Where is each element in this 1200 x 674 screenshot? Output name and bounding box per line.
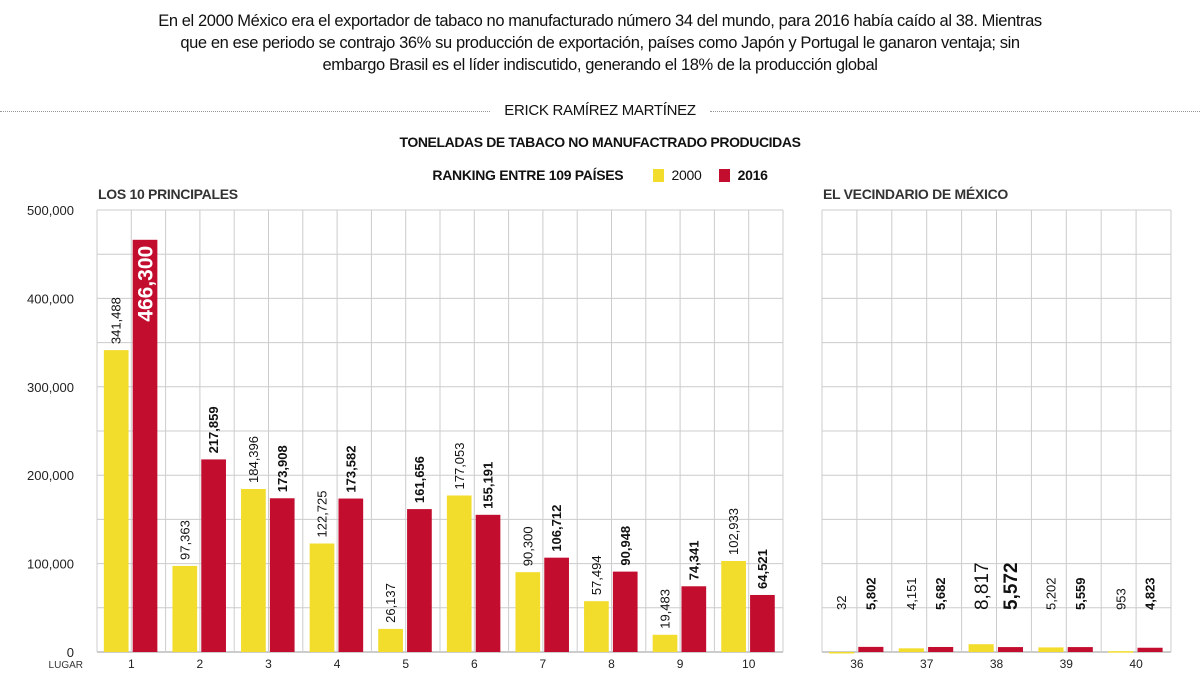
data-label: 90,300 [520,526,535,566]
intro-text: En el 2000 México era el exportador de t… [158,12,1042,74]
bar-2000 [172,565,198,652]
x-tick-label: 38 [990,657,1004,671]
bar-2000 [898,648,924,652]
data-label: 4,823 [1143,577,1158,610]
data-label: 4,151 [904,577,919,610]
data-label: 32 [834,596,849,610]
bar-2000 [721,561,746,652]
bar-2000 [103,350,129,652]
data-label: 953 [1113,588,1128,610]
y-tick-label: 400,000 [27,291,74,306]
data-label: 5,559 [1073,577,1088,610]
y-tick-label: 200,000 [27,468,74,483]
x-tick-label: 9 [677,657,684,671]
legend-swatch-2000 [652,168,664,182]
data-label: 341,488 [109,297,124,344]
bar-2016 [475,514,501,652]
panel-title-neighborhood: EL VECINDARIO DE MÉXICO [823,186,1008,202]
data-label: 122,725 [315,491,330,538]
ranking-label: RANKING ENTRE 109 PAÍSES [432,167,624,184]
data-label: 177,053 [452,442,467,489]
data-label: 5,572 [1001,562,1022,610]
x-tick-label: 8 [608,657,615,671]
byline: ERICK RAMÍREZ MARTÍNEZ [504,102,696,119]
legend: RANKING ENTRE 109 PAÍSES 2000 2016 [0,166,1200,183]
bar-2000 [515,572,541,652]
bar-2016 [612,571,638,652]
y-tick-label: 0 [67,645,74,660]
data-label: 5,682 [933,577,948,610]
data-label: 5,802 [863,577,878,610]
data-label: 97,363 [177,520,192,560]
x-tick-label: 5 [402,657,409,671]
bar-2000 [968,644,994,652]
x-tick-label: 36 [850,657,864,671]
bar-2016 [681,586,707,652]
data-label: 155,191 [481,462,496,509]
y-tick-label: 300,000 [27,380,74,395]
data-label: 74,341 [686,541,701,581]
bar-2016 [338,498,364,652]
data-label: 5,202 [1043,577,1058,610]
legend-label-2000: 2000 [671,167,702,184]
x-tick-label: 4 [334,657,341,671]
x-tick-label: 37 [920,657,934,671]
bar-2000 [1108,651,1134,653]
bar-2016 [544,557,569,652]
data-label: 102,933 [726,508,741,555]
bar-2016 [1067,647,1093,652]
x-tick-label: 1 [128,657,135,671]
bar-2016 [858,646,884,652]
y-tick-label: 100,000 [27,557,74,572]
x-tick-label: 7 [540,657,547,671]
data-label: 217,859 [206,406,221,453]
bar-2016 [201,459,226,652]
data-label: 466,300 [134,246,157,322]
data-label: 8,817 [972,562,993,610]
x-tick-label: 10 [742,657,756,671]
data-label: 64,521 [755,549,770,589]
x-tick-label: 2 [197,657,204,671]
data-label: 106,712 [549,505,564,552]
divider [0,111,490,112]
data-label: 19,483 [658,589,673,629]
divider [710,111,1200,112]
bar-2016 [1137,647,1163,652]
bar-2016 [132,239,158,652]
x-tick-label: 6 [471,657,478,671]
bar-2000 [309,543,335,652]
data-label: 173,908 [275,445,290,492]
x-tick-label: 3 [265,657,272,671]
data-label: 57,494 [589,555,604,595]
x-axis-label: LUGAR [49,660,83,671]
bar-2000 [378,628,403,652]
x-tick-label: 39 [1060,657,1074,671]
data-label: 90,948 [618,526,633,566]
bar-2000 [652,634,678,652]
bar-2000 [1038,647,1064,652]
data-label: 26,137 [383,583,398,623]
panel-title-top10: LOS 10 PRINCIPALES [98,186,238,202]
byline-row: ERICK RAMÍREZ MARTÍNEZ [0,100,1200,124]
bar-2016 [997,647,1024,652]
bar-2016 [407,509,432,652]
legend-swatch-2016 [719,168,731,182]
bar-2016 [928,646,954,652]
bar-2016 [750,594,775,652]
data-label: 184,396 [246,436,261,483]
x-tick-label: 40 [1129,657,1143,671]
data-label: 173,582 [343,446,358,493]
bar-2000 [828,651,855,654]
y-tick-label: 500,000 [27,203,74,218]
bar-2000 [584,601,609,652]
data-label: 161,656 [412,456,427,503]
bar-2000 [241,488,266,652]
bar-2000 [446,495,472,652]
chart-title: TONELADAS DE TABACO NO MANUFACTRADO PROD… [399,134,801,150]
legend-label-2016: 2016 [737,167,768,184]
bar-2016 [269,498,295,652]
